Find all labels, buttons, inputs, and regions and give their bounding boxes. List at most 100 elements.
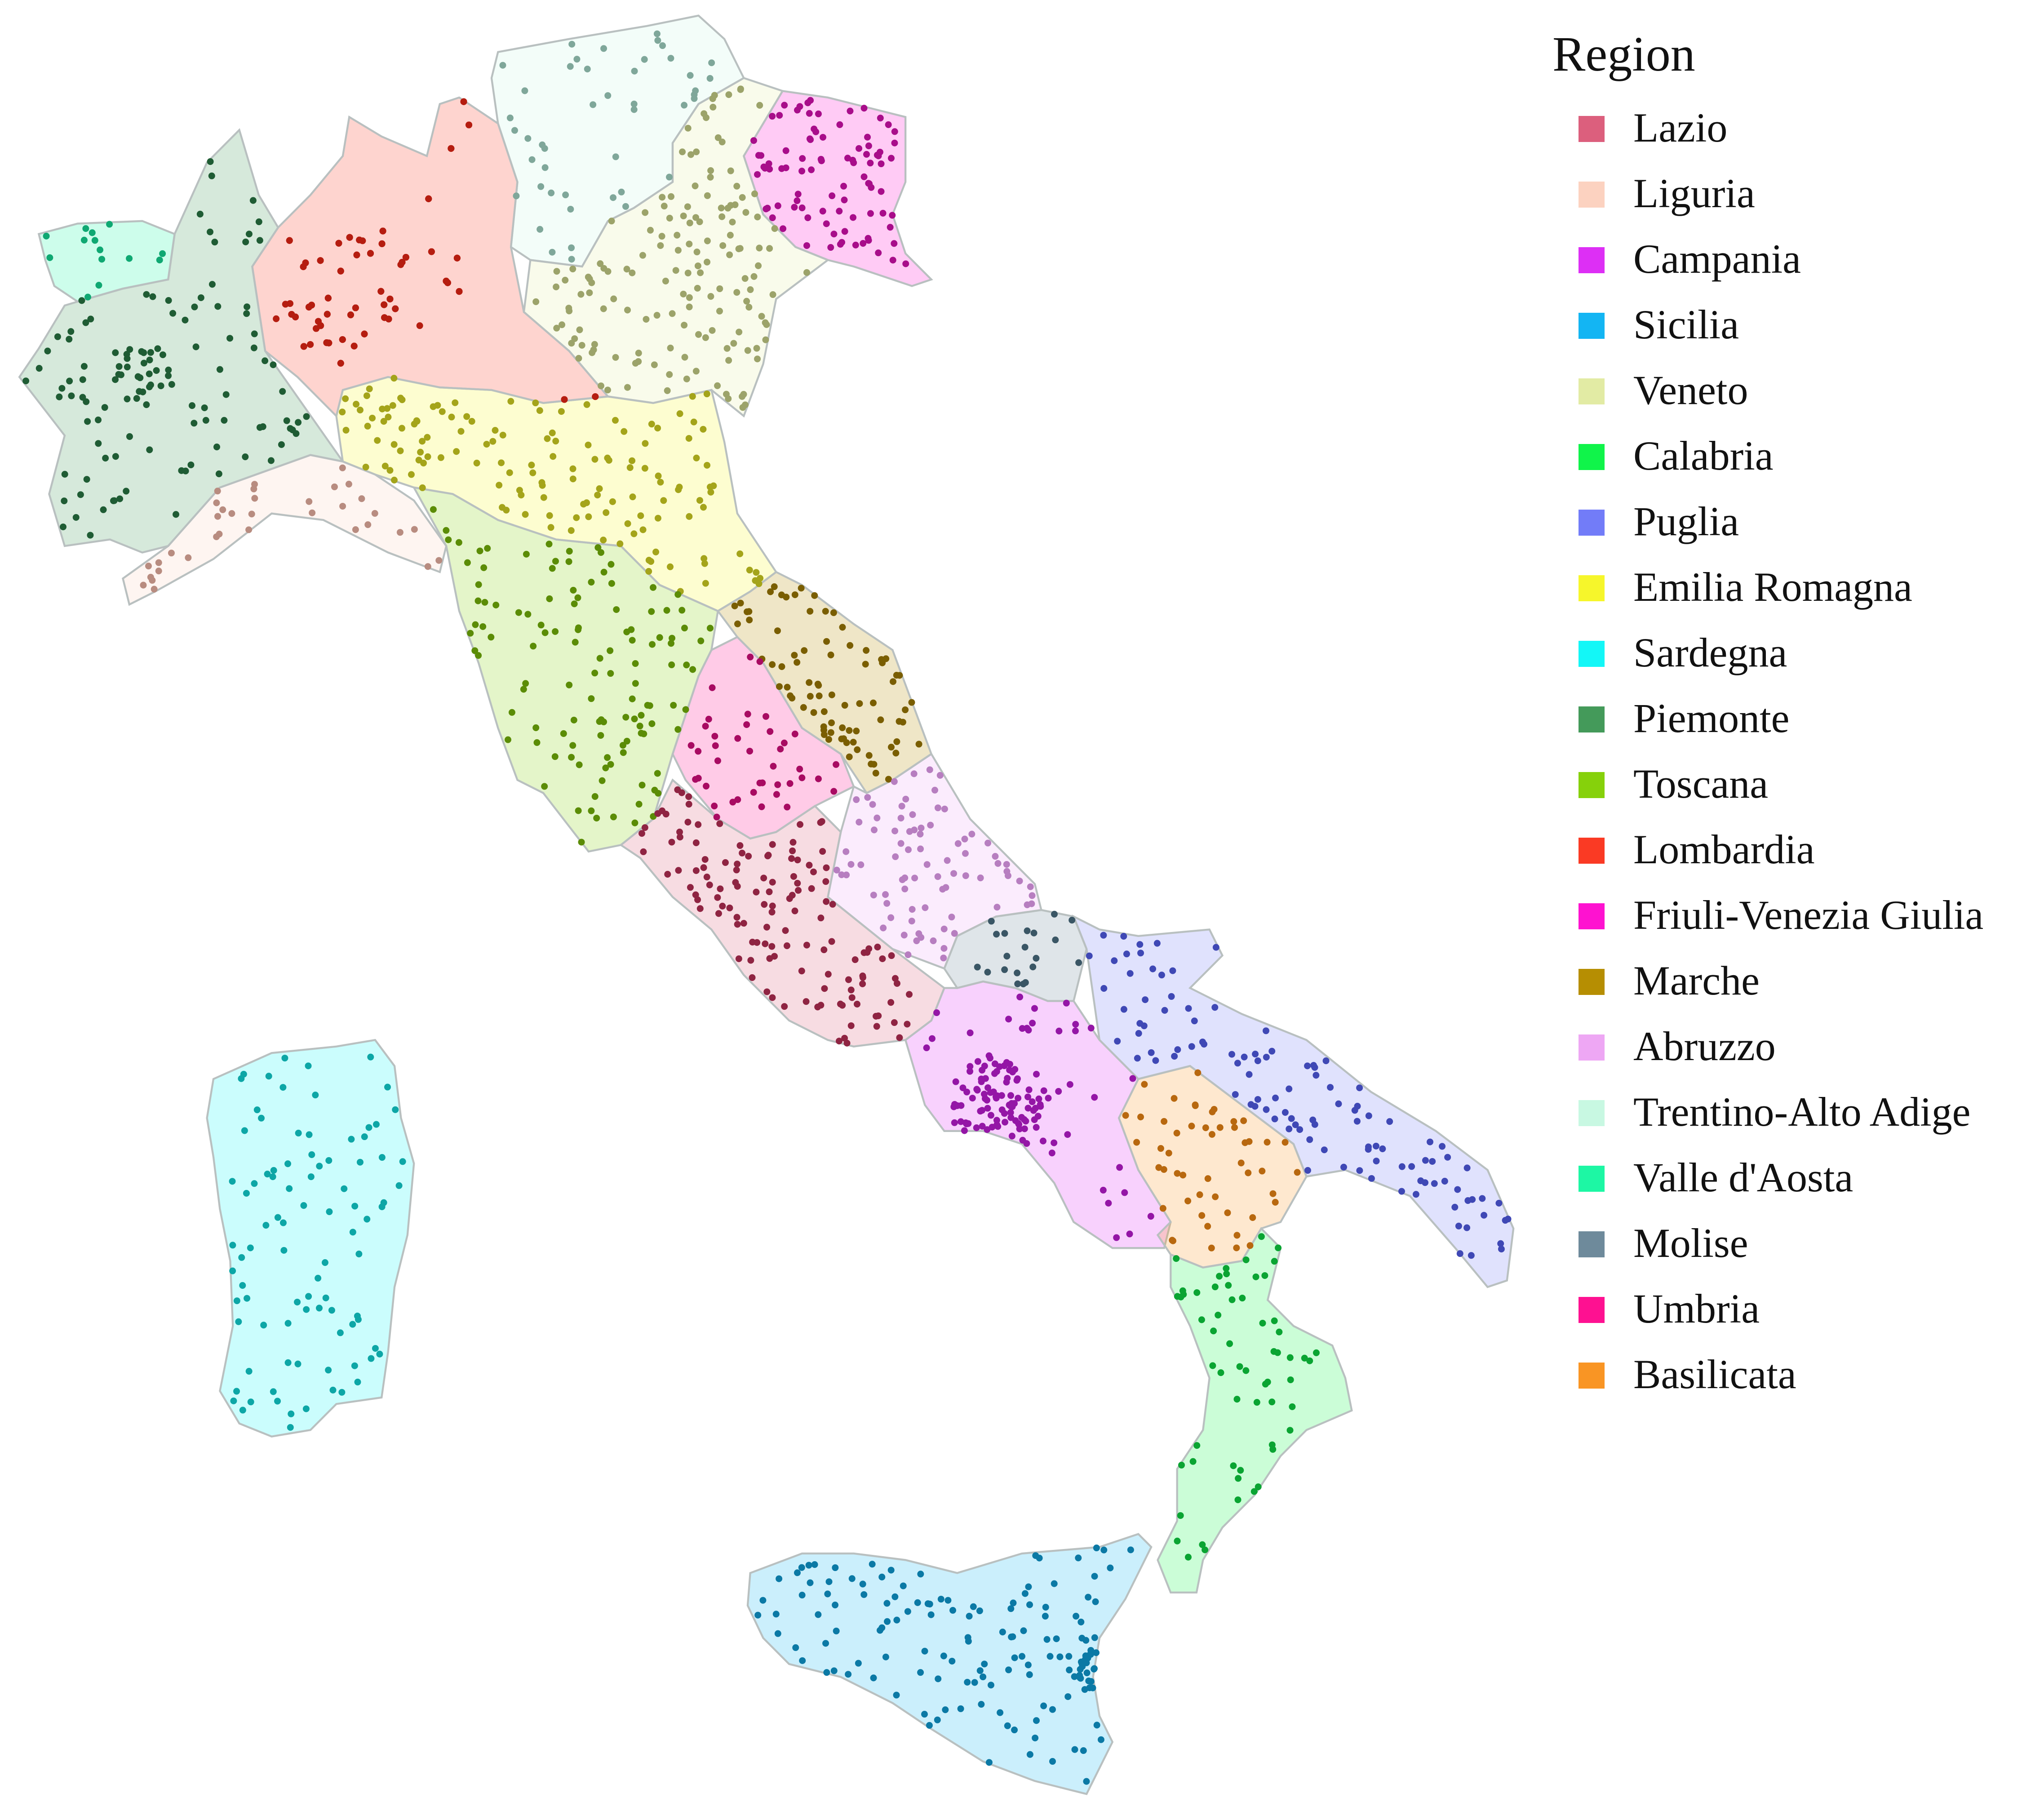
location-point-basilicata[interactable] xyxy=(1237,1159,1245,1167)
location-point-sardegna[interactable] xyxy=(312,1092,319,1099)
location-point-lazio[interactable] xyxy=(810,868,817,875)
location-point-campania[interactable] xyxy=(1021,1125,1028,1132)
location-point-lazio[interactable] xyxy=(888,952,895,959)
location-point-sardegna[interactable] xyxy=(338,1389,346,1396)
location-point-abruzzo[interactable] xyxy=(882,891,889,898)
location-point-puglia[interactable] xyxy=(1158,972,1165,979)
location-point-sardegna[interactable] xyxy=(240,1070,247,1078)
location-point-sicilia[interactable] xyxy=(917,1571,924,1578)
location-point-sicilia[interactable] xyxy=(774,1630,781,1637)
location-point-emilia[interactable] xyxy=(629,493,636,501)
location-point-puglia[interactable] xyxy=(1100,932,1107,939)
location-point-sicilia[interactable] xyxy=(934,1716,941,1723)
location-point-toscana[interactable] xyxy=(467,630,474,637)
location-point-sardegna[interactable] xyxy=(230,1397,237,1404)
location-point-puglia[interactable] xyxy=(1353,1118,1361,1125)
location-point-emilia[interactable] xyxy=(642,440,649,447)
location-point-puglia[interactable] xyxy=(1241,1053,1248,1061)
location-point-lazio[interactable] xyxy=(692,891,699,898)
location-point-marche[interactable] xyxy=(850,739,857,746)
location-point-lombardia[interactable] xyxy=(324,294,332,302)
location-point-calabria[interactable] xyxy=(1252,1273,1259,1280)
location-point-emilia[interactable] xyxy=(701,560,708,567)
location-point-veneto[interactable] xyxy=(692,368,700,375)
location-point-sicilia[interactable] xyxy=(893,1616,900,1624)
location-point-abruzzo[interactable] xyxy=(901,885,909,892)
location-point-piemonte[interactable] xyxy=(189,402,195,409)
location-point-sicilia[interactable] xyxy=(1042,1603,1049,1611)
location-point-lazio[interactable] xyxy=(668,839,675,846)
location-point-sardegna[interactable] xyxy=(235,1318,242,1325)
location-point-puglia[interactable] xyxy=(1429,1158,1436,1165)
location-point-calabria[interactable] xyxy=(1242,1256,1250,1263)
location-point-emilia[interactable] xyxy=(386,467,394,474)
location-point-sardegna[interactable] xyxy=(247,1244,254,1252)
location-point-sardegna[interactable] xyxy=(367,1053,374,1061)
location-point-liguria[interactable] xyxy=(140,582,147,589)
location-point-emilia[interactable] xyxy=(390,375,398,382)
location-point-veneto[interactable] xyxy=(747,286,754,293)
location-point-veneto[interactable] xyxy=(771,225,778,232)
location-point-marche[interactable] xyxy=(820,727,827,734)
location-point-campania[interactable] xyxy=(1100,1186,1107,1194)
location-point-friuli[interactable] xyxy=(782,164,789,171)
location-point-marche[interactable] xyxy=(839,724,846,731)
location-point-liguria[interactable] xyxy=(216,530,223,537)
location-point-marche[interactable] xyxy=(869,699,877,706)
location-point-piemonte[interactable] xyxy=(213,444,220,451)
location-point-lazio[interactable] xyxy=(706,881,713,888)
location-point-veneto[interactable] xyxy=(575,355,582,362)
location-point-toscana[interactable] xyxy=(607,561,615,568)
location-point-calabria[interactable] xyxy=(1259,1319,1266,1327)
location-point-lazio[interactable] xyxy=(740,919,747,927)
location-point-sardegna[interactable] xyxy=(270,1388,277,1395)
location-point-veneto[interactable] xyxy=(553,268,560,275)
location-point-veneto[interactable] xyxy=(707,173,714,181)
legend-item-abruzzo[interactable]: Abruzzo xyxy=(1552,1017,2015,1082)
location-point-piemonte[interactable] xyxy=(207,158,214,165)
location-point-lazio[interactable] xyxy=(823,864,830,871)
location-point-lazio[interactable] xyxy=(733,866,740,874)
location-point-sicilia[interactable] xyxy=(878,1624,886,1631)
location-point-piemonte[interactable] xyxy=(168,381,175,388)
location-point-puglia[interactable] xyxy=(1481,1212,1488,1219)
location-point-sardegna[interactable] xyxy=(348,1136,355,1143)
location-point-calabria[interactable] xyxy=(1239,1294,1246,1302)
location-point-lombardia[interactable] xyxy=(561,396,568,403)
location-point-toscana[interactable] xyxy=(549,565,556,572)
location-point-emilia[interactable] xyxy=(522,511,529,518)
location-point-sicilia[interactable] xyxy=(1051,1580,1058,1587)
location-point-puglia[interactable] xyxy=(1398,1163,1406,1170)
location-point-sicilia[interactable] xyxy=(792,1644,799,1651)
location-point-toscana[interactable] xyxy=(670,701,677,709)
location-point-sicilia[interactable] xyxy=(1011,1654,1018,1661)
location-point-marche[interactable] xyxy=(778,663,785,670)
location-point-calabria[interactable] xyxy=(1173,1255,1180,1262)
location-point-sardegna[interactable] xyxy=(284,1359,292,1366)
location-point-veneto[interactable] xyxy=(686,240,693,248)
legend-item-trentino[interactable]: Trentino-Alto Adige xyxy=(1552,1082,2015,1148)
location-point-emilia[interactable] xyxy=(616,540,624,547)
location-point-sardegna[interactable] xyxy=(372,1121,380,1128)
location-point-sicilia[interactable] xyxy=(964,1634,971,1641)
location-point-lazio[interactable] xyxy=(769,841,776,848)
location-point-calabria[interactable] xyxy=(1255,1483,1262,1491)
location-point-lazio[interactable] xyxy=(754,939,761,946)
location-point-calabria[interactable] xyxy=(1268,1441,1276,1448)
location-point-campania[interactable] xyxy=(1126,1230,1133,1238)
location-point-toscana[interactable] xyxy=(668,661,675,668)
location-point-marche[interactable] xyxy=(890,678,897,685)
location-point-sicilia[interactable] xyxy=(926,1600,933,1608)
location-point-veneto[interactable] xyxy=(674,231,681,239)
region-friuli[interactable] xyxy=(742,90,933,287)
location-point-valle[interactable] xyxy=(43,232,50,240)
location-point-trentino[interactable] xyxy=(548,189,555,196)
location-point-puglia[interactable] xyxy=(1398,1188,1405,1195)
location-point-calabria[interactable] xyxy=(1236,1363,1243,1370)
location-point-piemonte[interactable] xyxy=(283,417,290,424)
location-point-piemonte[interactable] xyxy=(22,377,30,385)
location-point-campania[interactable] xyxy=(984,1105,991,1112)
location-point-puglia[interactable] xyxy=(1120,1006,1127,1013)
location-point-sardegna[interactable] xyxy=(229,1267,236,1274)
location-point-emilia[interactable] xyxy=(452,399,459,406)
